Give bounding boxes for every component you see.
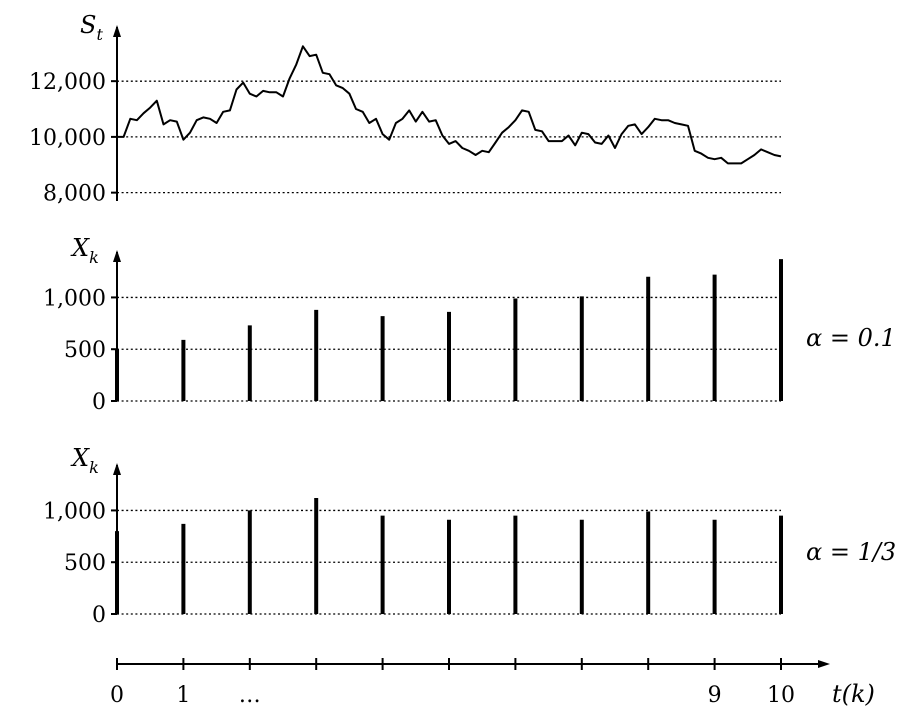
time-tick-label-4: 10 xyxy=(767,683,795,708)
time-axis: t(k) 0 1 … 9 10 xyxy=(110,658,875,708)
time-tick-label-1: 1 xyxy=(176,683,190,708)
y-tick-label-0-2: 12,000 xyxy=(29,70,106,95)
y-axis-arrow-1 xyxy=(113,250,121,262)
y-axis-label-price: St xyxy=(80,11,103,44)
y-tick-label-1-2: 1,000 xyxy=(43,286,106,311)
y-axis-arrow-0 xyxy=(113,25,121,37)
y-axis-label-x-alpha-0-1: Xk xyxy=(70,234,99,267)
panel-alpha-0-1: Xk α = 0.1 0 500 1,000 xyxy=(43,234,896,415)
y-tick-label-2-2: 1,000 xyxy=(43,499,106,524)
y-axis-label-x-alpha-1-3: Xk xyxy=(70,444,99,477)
y-tick-label-0-0: 8,000 xyxy=(43,182,106,207)
y-tick-label-0-1: 10,000 xyxy=(29,126,106,151)
y-tick-label-1-1: 500 xyxy=(64,338,106,363)
alpha-annotation-1-3: α = 1/3 xyxy=(806,538,896,566)
time-axis-arrow xyxy=(818,660,830,668)
y-tick-label-2-1: 500 xyxy=(64,551,106,576)
time-axis-label: t(k) xyxy=(832,680,875,708)
panel-alpha-1-3: Xk α = 1/3 0 500 1,000 xyxy=(43,444,896,628)
y-tick-label-2-0: 0 xyxy=(92,603,106,628)
alpha-annotation-0-1: α = 0.1 xyxy=(806,324,896,352)
panel-price: St 8,000 10,000 12,000 xyxy=(29,11,782,207)
time-tick-label-2: … xyxy=(239,683,261,708)
time-tick-label-3: 9 xyxy=(708,683,722,708)
time-tick-label-0: 0 xyxy=(110,683,124,708)
y-axis-arrow-2 xyxy=(113,463,121,475)
y-tick-label-1-0: 0 xyxy=(92,390,106,415)
price-series-line xyxy=(117,45,782,165)
